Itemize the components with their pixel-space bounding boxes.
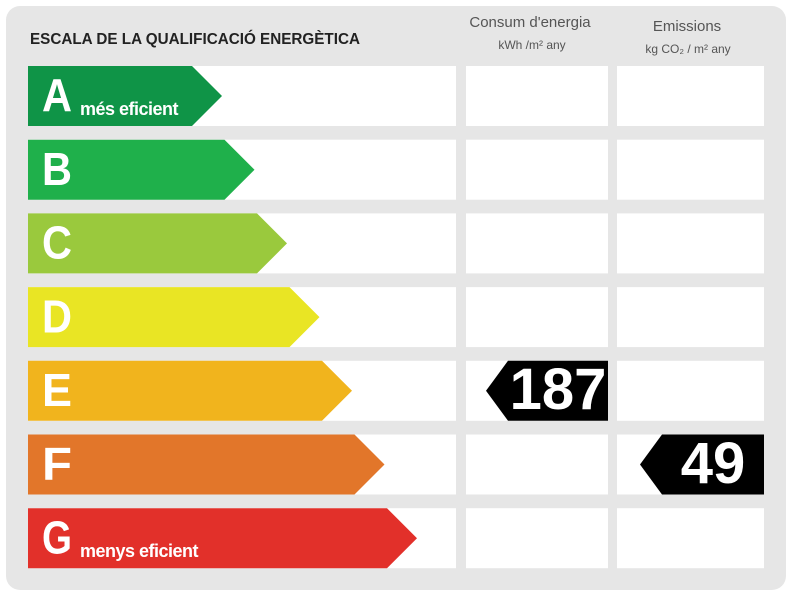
emissions-unit: kg CO₂ / m² any [645, 42, 730, 56]
energy-cell [466, 434, 608, 495]
energy-cell [466, 508, 608, 569]
rating-label: més eficient [80, 99, 179, 119]
emissions-indicator [640, 434, 764, 495]
emissions-cell [617, 508, 764, 569]
rating-letter: A [42, 69, 72, 121]
emissions-cell [617, 139, 764, 200]
rating-label: menys eficient [80, 541, 199, 561]
energy-title: Consum d'energia [469, 14, 591, 31]
title: ESCALA DE LA QUALIFICACIÓ ENERGÈTICA [30, 29, 360, 48]
rating-letter: D [42, 290, 72, 342]
rating-arrow [28, 287, 320, 348]
energy-cell [466, 139, 608, 200]
emissions-value: 49 [681, 431, 746, 496]
energy-indicator [486, 360, 608, 421]
rating-arrow [28, 139, 255, 200]
energy-cell [466, 287, 608, 348]
emissions-cell [617, 66, 764, 126]
energy-cell [466, 66, 608, 126]
emissions-cell [617, 213, 764, 274]
rating-letter: E [42, 364, 72, 416]
emissions-cell [617, 287, 764, 348]
rating-arrow [28, 360, 352, 421]
energy-unit: kWh /m² any [498, 38, 565, 52]
rating-arrow [28, 213, 287, 274]
rating-arrow [28, 66, 222, 126]
emissions-cell [617, 360, 764, 421]
rating-letter: B [42, 143, 72, 195]
energy-cell [466, 213, 608, 274]
emissions-title: Emissions [653, 18, 721, 35]
rating-arrow [28, 508, 417, 569]
rating-letter: G [42, 511, 72, 563]
energy-value: 187 [510, 357, 607, 422]
rating-letter: C [42, 217, 72, 269]
rating-letter: F [42, 438, 72, 490]
rating-arrow [28, 434, 385, 495]
